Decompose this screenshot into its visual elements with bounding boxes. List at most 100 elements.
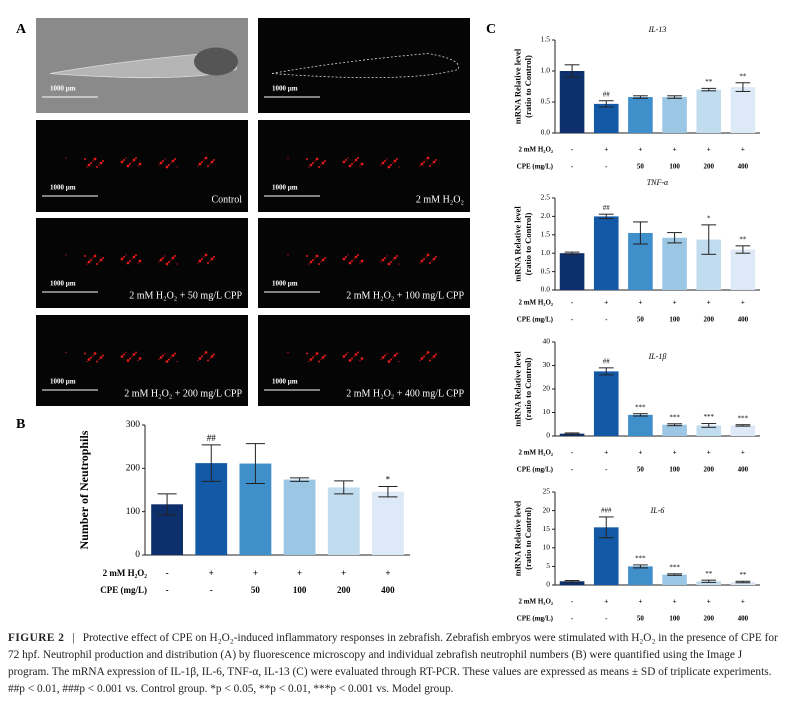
y-tick-label: 2.5 (541, 193, 551, 202)
neutrophil-dot (213, 159, 215, 161)
significance: ## (207, 433, 217, 443)
y-axis-label: (ratio to Control) (523, 213, 533, 276)
panel-label: C (486, 22, 496, 37)
x-tick-label: - (571, 615, 574, 623)
neutrophil-dot (176, 263, 178, 265)
neutrophil-dot (213, 256, 215, 258)
image-label: Control (211, 194, 242, 205)
significance: ** (739, 235, 747, 243)
y-tick-label: 1.5 (541, 230, 551, 239)
neutrophil-dot (165, 262, 169, 266)
x-tick-label: + (673, 146, 677, 154)
neutrophil-dot (384, 160, 386, 162)
neutrophil-dot (158, 164, 160, 166)
neutrophil-dot (432, 257, 436, 261)
neutrophil-dot (315, 157, 319, 161)
neutrophil-dot (123, 159, 125, 161)
chart-title: IL-1β (648, 352, 667, 361)
x-tick-label: + (638, 449, 642, 457)
bar (327, 487, 360, 555)
significance: * (707, 214, 711, 222)
neutrophil-dot (398, 263, 400, 265)
neutrophil-dot (423, 355, 425, 358)
neutrophil-dot (419, 359, 421, 362)
x-tick-label: + (297, 568, 302, 578)
y-axis-label: mRNA Relative level (513, 206, 523, 282)
significance: ** (705, 570, 713, 578)
row-label: CPE (mg/L) (517, 466, 554, 474)
x-tick-label: 400 (381, 585, 395, 595)
neutrophil-dot (65, 254, 67, 256)
x-tick-label: + (604, 449, 608, 457)
neutrophil-dot (96, 263, 98, 265)
neutrophil-dot (390, 261, 392, 263)
neutrophil-dot (386, 255, 388, 257)
neutrophil-dot (359, 262, 361, 264)
neutrophil-dot (102, 354, 104, 357)
y-axis-label: (ratio to Control) (523, 507, 533, 570)
neutrophil-dot (359, 359, 361, 362)
bar (559, 253, 585, 290)
y-tick-label: 0 (546, 431, 550, 440)
x-tick-label: 50 (637, 615, 645, 623)
neutrophil-dot (87, 260, 91, 264)
neutrophil-dot (345, 353, 347, 356)
neutrophil-dot (324, 354, 326, 357)
neutrophil-dot (287, 351, 289, 354)
x-tick-label: - (166, 585, 169, 595)
neutrophil-dot (207, 262, 209, 264)
neutrophil-dot (393, 354, 397, 357)
bar (730, 87, 756, 133)
scale-bar-label: 1000 μm (50, 85, 76, 93)
bar (593, 103, 619, 133)
x-tick-label: - (210, 585, 213, 595)
neutrophil-dot (342, 160, 346, 164)
y-tick-label: 0 (546, 580, 550, 589)
neutrophil-dot (315, 254, 319, 258)
neutrophil-dot (120, 355, 124, 358)
y-tick-label: 30 (543, 360, 551, 369)
fish-outline (271, 53, 460, 79)
neutrophil-dot (314, 257, 316, 259)
neutrophil-dot (357, 157, 359, 159)
y-tick-label: 5 (546, 561, 550, 570)
x-tick-label: 100 (293, 585, 307, 595)
significance: ** (739, 571, 747, 579)
neutrophil-dot (380, 358, 382, 361)
neutrophil-dot (348, 261, 352, 265)
bar (662, 237, 687, 290)
neutrophil-dot (426, 156, 430, 160)
image-label: 2 mM H₂O₂ (416, 194, 464, 205)
neutrophil-dot (425, 353, 427, 356)
neutrophil-dot (129, 357, 131, 360)
image-label: 2 mM H₂O₂ + 200 mg/L CPP (124, 388, 242, 399)
caption-text: Protective effect of CPE on H₂O₂-induced… (8, 632, 778, 695)
y-tick-label: 1.5 (541, 35, 551, 44)
neutrophil-dot (176, 166, 178, 168)
neutrophil-dot (308, 166, 310, 168)
neutrophil-dot (84, 255, 86, 257)
neutrophil-dot (159, 161, 163, 165)
bar (696, 425, 722, 436)
neutrophil-dot (162, 257, 164, 259)
significance: *** (635, 555, 646, 563)
y-tick-label: 2.0 (541, 211, 551, 220)
neutrophil-dot (345, 256, 347, 258)
neutrophil-dot (131, 161, 133, 163)
neutrophil-dot (357, 254, 359, 256)
neutrophil-dot (176, 360, 178, 363)
neutrophil-dot (125, 157, 127, 159)
x-tick-label: + (707, 146, 711, 154)
neutrophil-dot (392, 356, 394, 359)
neutrophil-dot (137, 165, 139, 167)
x-tick-label: - (571, 466, 574, 474)
micrograph (36, 315, 248, 406)
x-tick-label: 50 (251, 585, 261, 595)
neutrophil-dot (90, 162, 92, 164)
neutrophil-dot (347, 351, 349, 354)
x-tick-label: - (571, 598, 574, 606)
neutrophil-dot (210, 257, 214, 261)
x-tick-label: + (673, 299, 677, 307)
neutrophil-dot (435, 353, 437, 356)
neutrophil-dot (93, 352, 97, 355)
